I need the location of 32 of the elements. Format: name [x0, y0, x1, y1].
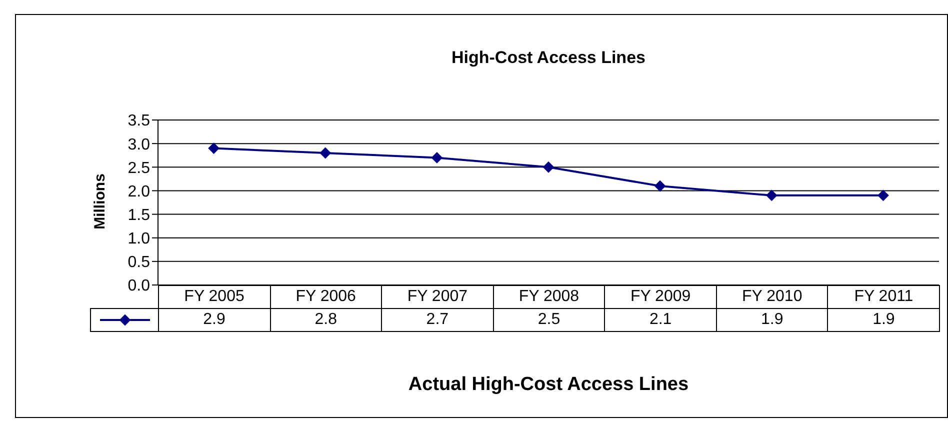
- data-label: 2.7: [381, 308, 494, 332]
- y-axis-title: Millions: [92, 172, 108, 231]
- point: [654, 180, 666, 192]
- text: 3.0: [128, 136, 150, 154]
- point: [320, 148, 331, 158]
- data-label: 2.9: [158, 308, 271, 332]
- text: 1.5: [128, 206, 150, 224]
- data-label: 2.5: [492, 308, 606, 332]
- data-label: 2.1: [604, 308, 717, 332]
- x-tick-label: FY 2009: [604, 285, 717, 309]
- point: [878, 190, 889, 201]
- x-tick-label: FY 2006: [270, 285, 382, 309]
- x-tick-label: FY 2007: [381, 285, 494, 309]
- text: 3.5: [128, 112, 150, 130]
- point: [208, 142, 220, 154]
- x-tick-label: FY 2010: [716, 285, 828, 309]
- x-axis-title: Actual High-Cost Access Lines: [407, 374, 690, 396]
- data-label: 1.9: [716, 308, 828, 332]
- chart-title: High-Cost Access Lines: [450, 48, 646, 68]
- x-tick-label: FY 2008: [492, 285, 606, 309]
- x-tick-label: FY 2011: [827, 285, 940, 309]
- point: [543, 162, 554, 173]
- text: 0.0: [128, 278, 150, 295]
- data-label: 2.8: [270, 308, 382, 332]
- text: 1.0: [128, 230, 150, 248]
- point: [766, 190, 778, 201]
- text: 2.0: [128, 183, 150, 200]
- x-tick-label: FY 2005: [158, 285, 271, 309]
- point: [431, 152, 442, 164]
- text: 2.5: [128, 160, 150, 177]
- data-label: 1.9: [827, 308, 940, 332]
- text: 0.5: [128, 254, 150, 272]
